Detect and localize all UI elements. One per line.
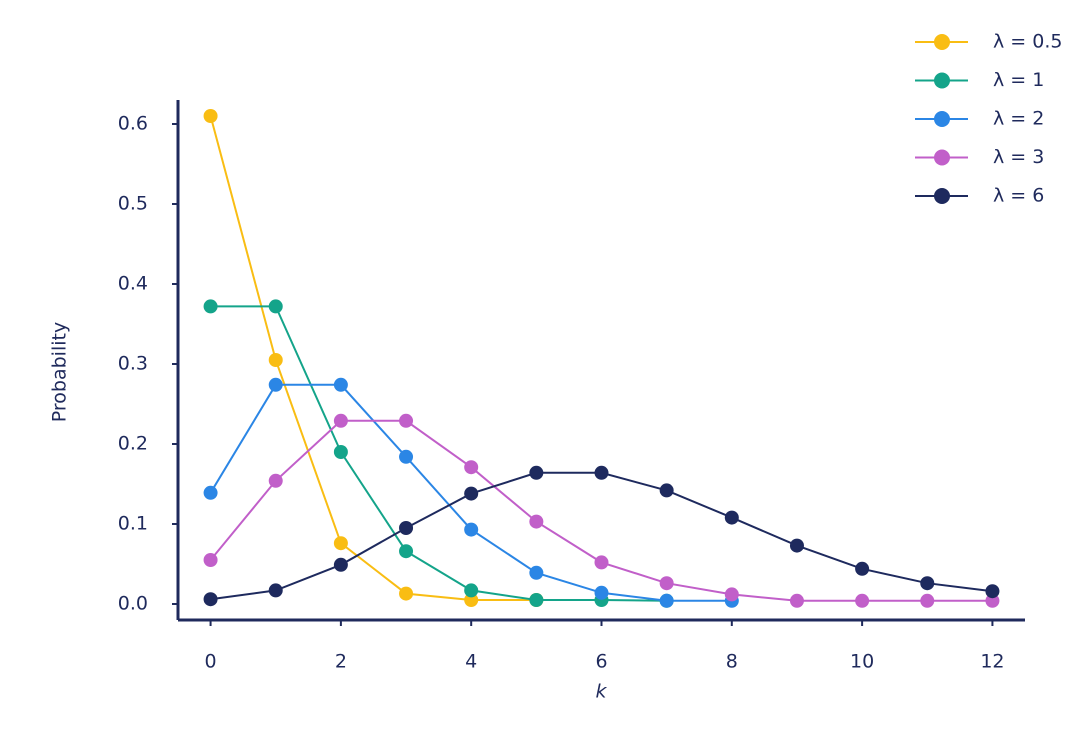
- point: [333, 377, 348, 392]
- point: [464, 583, 479, 598]
- point: [724, 587, 739, 602]
- point: [594, 555, 609, 570]
- point: [920, 576, 935, 591]
- x-tick-label: 4: [465, 651, 477, 673]
- y-tick-label: 0.2: [118, 433, 148, 455]
- y-tick-label: 0.5: [118, 193, 148, 215]
- point: [529, 593, 544, 607]
- x-tick-label: 12: [980, 651, 1004, 673]
- point: [920, 593, 935, 608]
- y-tick-label: 0.4: [118, 273, 148, 295]
- point: [333, 413, 348, 428]
- series-line: [210, 305, 667, 602]
- point: [268, 377, 283, 392]
- x-tick-label: 6: [595, 651, 607, 673]
- point: [724, 510, 739, 525]
- point: [399, 521, 414, 535]
- point: [464, 486, 479, 501]
- point: [464, 593, 479, 607]
- point: [855, 593, 870, 608]
- legend-marker: [934, 188, 950, 204]
- point: [399, 586, 414, 601]
- legend-marker: [934, 111, 950, 127]
- point: [268, 299, 283, 314]
- point: [203, 485, 218, 500]
- point: [203, 553, 218, 567]
- point: [399, 449, 414, 464]
- point: [659, 593, 674, 608]
- y-tick-label: 0.6: [118, 113, 148, 135]
- point: [268, 353, 283, 367]
- point: [464, 522, 479, 537]
- y-axis-label: Probability: [49, 322, 71, 422]
- legend-label: λ = 1: [993, 69, 1044, 91]
- point: [855, 561, 870, 576]
- legend-label: λ = 3: [993, 146, 1044, 168]
- point: [594, 465, 609, 480]
- series-line: [209, 115, 537, 601]
- point: [659, 576, 674, 591]
- legend-label: λ = 2: [993, 108, 1044, 130]
- point: [399, 544, 414, 559]
- point: [333, 445, 348, 459]
- series-line: [210, 471, 993, 601]
- point: [985, 593, 1000, 608]
- legend-marker: [934, 149, 950, 166]
- point: [789, 593, 804, 608]
- legend-label: λ = 6: [993, 185, 1044, 207]
- point: [203, 299, 218, 314]
- point: [789, 538, 804, 553]
- legend-marker: [934, 72, 950, 89]
- point: [268, 473, 283, 488]
- point: [333, 536, 348, 551]
- point: [529, 514, 544, 529]
- y-tick-label: 0.0: [118, 593, 148, 615]
- point: [464, 460, 479, 475]
- x-tick-label: 2: [335, 651, 347, 673]
- legend-marker: [934, 34, 950, 50]
- point: [203, 109, 218, 123]
- point: [333, 557, 348, 572]
- point: [985, 584, 1000, 599]
- y-tick-label: 0.3: [118, 353, 148, 375]
- y-tick-label: 0.1: [118, 513, 148, 535]
- point: [659, 483, 674, 498]
- x-tick-label: 10: [850, 651, 874, 673]
- point: [529, 565, 544, 580]
- x-tick-label: 0: [205, 651, 217, 673]
- series-line: [209, 419, 993, 602]
- x-tick-label: 8: [726, 651, 738, 673]
- point: [529, 465, 544, 480]
- point: [268, 583, 283, 598]
- legend-label: λ = 0.5: [993, 31, 1062, 53]
- point: [594, 585, 609, 600]
- x-axis-label: k: [595, 681, 607, 703]
- point: [399, 413, 414, 428]
- point: [203, 592, 218, 607]
